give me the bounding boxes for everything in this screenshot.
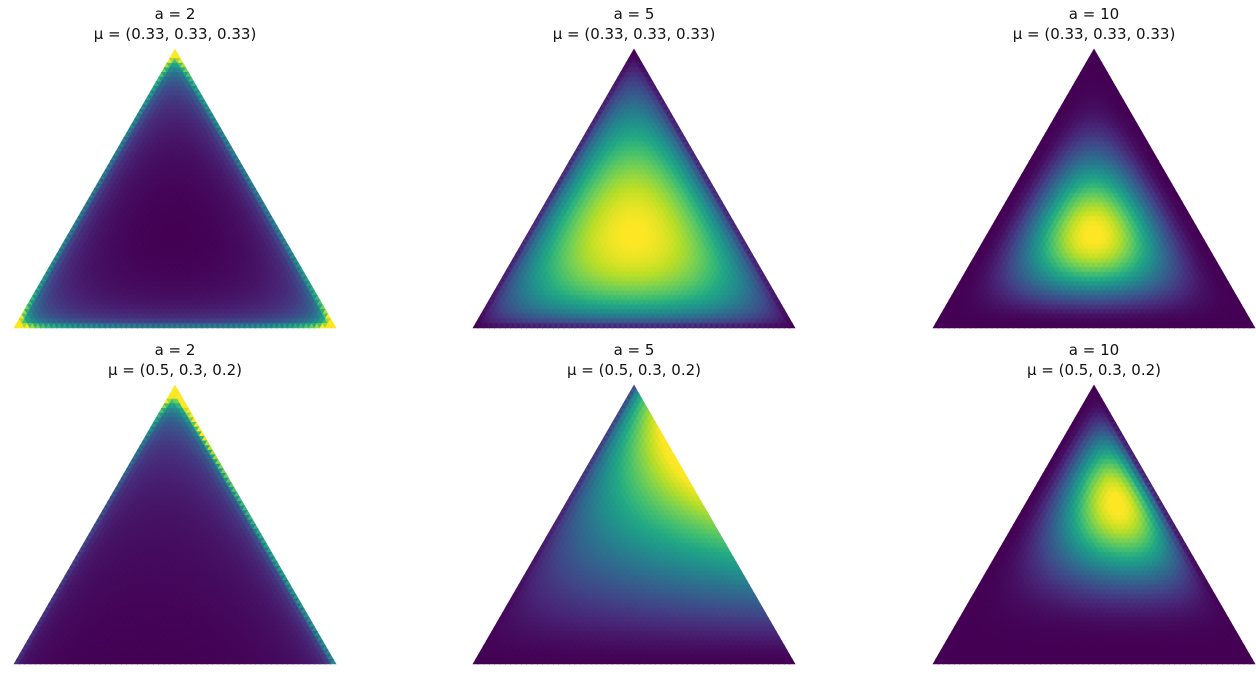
chart-panel-1: a = 5 μ = (0.33, 0.33, 0.33) <box>469 0 799 340</box>
density-cell <box>330 322 337 329</box>
density-cell <box>171 48 179 55</box>
chart-panel-0: a = 2 μ = (0.33, 0.33, 0.33) <box>10 0 340 340</box>
ternary-density-plot <box>13 48 337 329</box>
density-cell <box>630 48 638 55</box>
panel-title-a: a = 2 <box>10 4 340 24</box>
panel-title-mu: μ = (0.33, 0.33, 0.33) <box>10 24 340 44</box>
panel-title-a: a = 5 <box>469 4 799 24</box>
panel-title-mu: μ = (0.33, 0.33, 0.33) <box>469 24 799 44</box>
ternary-density-plot <box>472 48 796 329</box>
